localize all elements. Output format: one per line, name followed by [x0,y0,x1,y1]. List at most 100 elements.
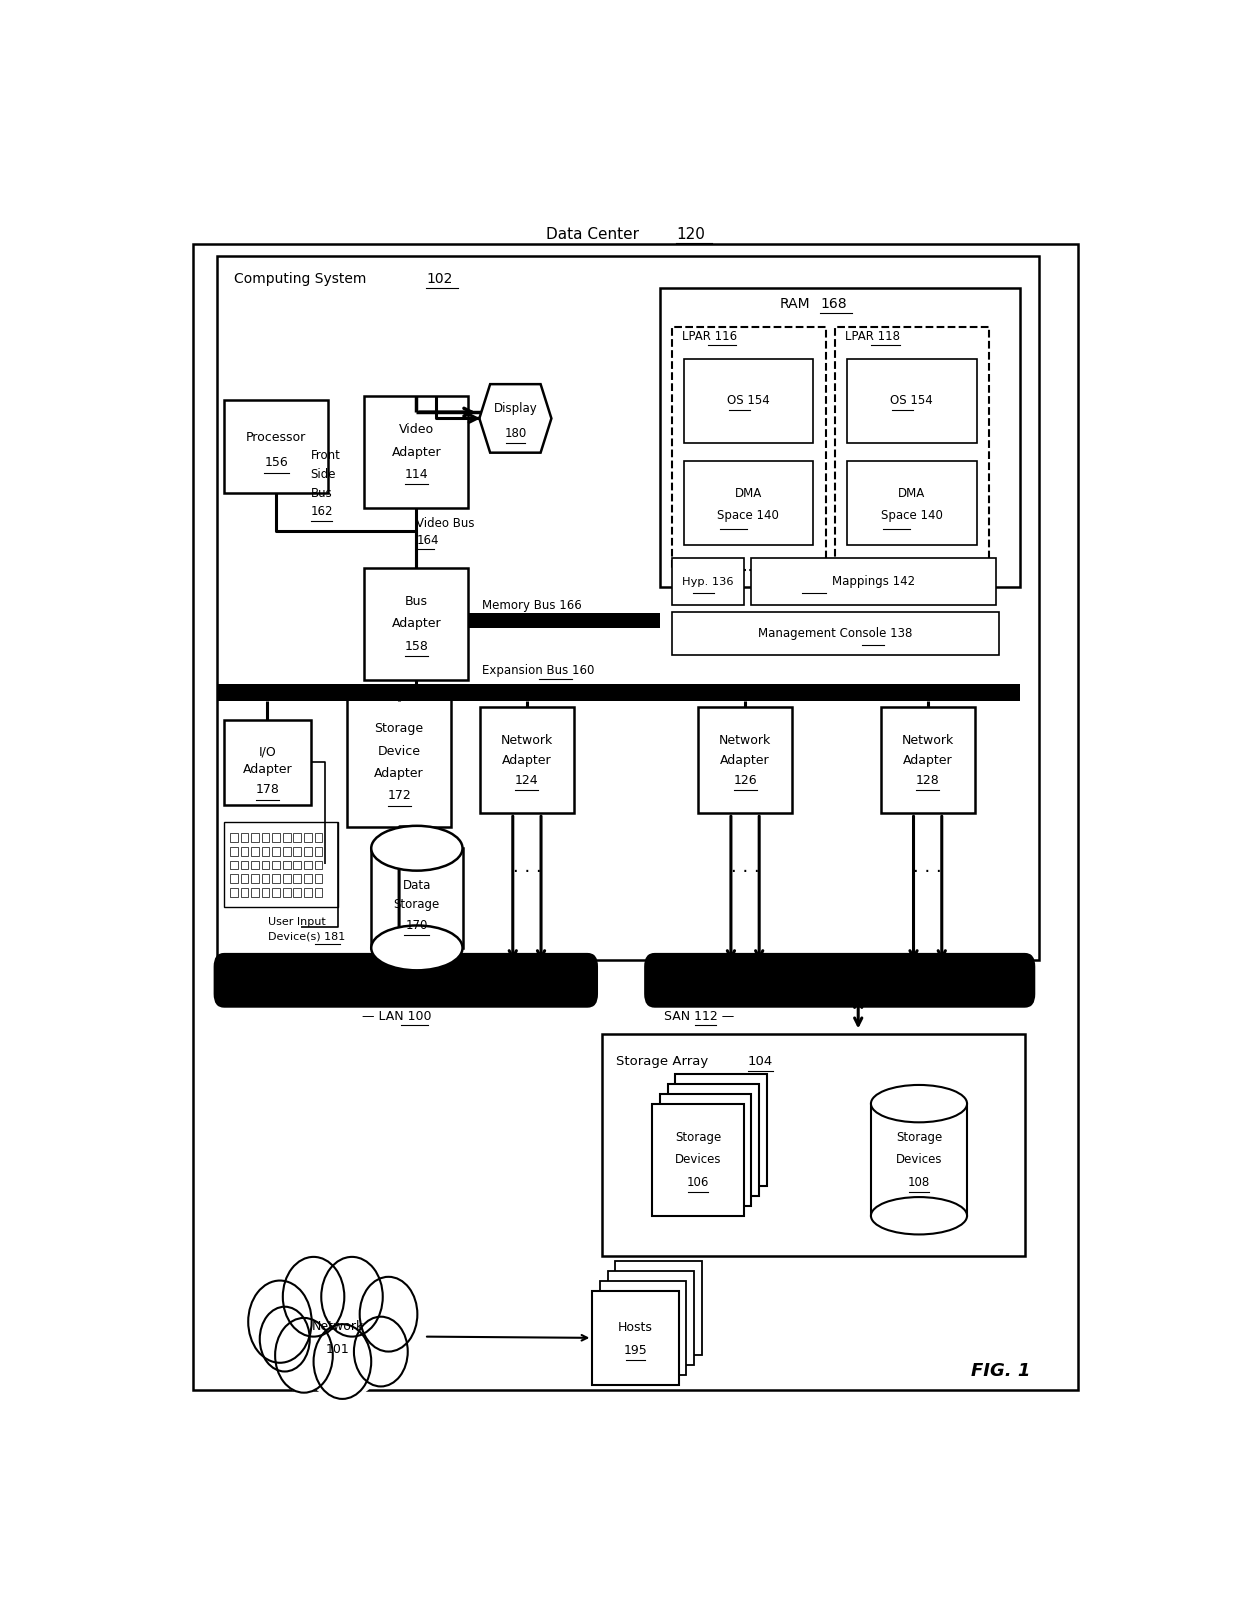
Bar [870,1103,967,1215]
Text: Storage: Storage [374,722,424,735]
Bar [315,888,322,896]
Text: Side: Side [311,468,336,481]
Text: DMA: DMA [898,487,925,500]
Text: Mappings 142: Mappings 142 [832,574,915,587]
Bar [371,848,463,948]
Bar [683,359,813,443]
Text: 128: 128 [916,773,940,786]
Bar [365,396,469,508]
Bar [615,1262,702,1354]
Bar [262,833,269,841]
Bar [652,1103,744,1215]
Bar [250,874,259,883]
Bar [294,888,301,896]
Circle shape [259,1307,310,1372]
Text: Space 140: Space 140 [880,510,942,523]
Text: Device: Device [378,744,420,757]
Bar [480,707,574,814]
Text: 156: 156 [264,456,288,469]
Text: Storage: Storage [895,1131,942,1144]
Bar [229,874,238,883]
Bar [672,327,826,571]
Text: OS 154: OS 154 [890,395,934,408]
Text: Adapter: Adapter [903,754,952,767]
Bar [601,1034,1024,1256]
Text: 172: 172 [387,790,410,803]
Ellipse shape [870,1197,967,1235]
Bar [241,861,248,869]
Bar [294,846,301,856]
Bar [273,888,280,896]
Text: Adapter: Adapter [243,764,293,777]
Bar [283,833,290,841]
Bar [273,861,280,869]
Bar [469,613,660,628]
Text: 164: 164 [417,534,439,547]
Text: 170: 170 [405,919,428,932]
Bar [229,846,238,856]
Bar [250,861,259,869]
Bar [224,822,337,906]
Bar [672,612,998,655]
Text: 101: 101 [326,1343,350,1356]
Text: Adapter: Adapter [374,767,424,780]
Text: 162: 162 [311,505,334,518]
Bar [304,888,311,896]
Text: Adapter: Adapter [392,445,441,458]
Text: Display: Display [494,401,537,414]
Text: 104: 104 [748,1055,774,1068]
Text: 120: 120 [676,227,704,241]
Bar [273,846,280,856]
Bar [365,568,469,680]
Bar [229,833,238,841]
Bar [698,707,792,814]
Ellipse shape [870,1086,967,1123]
Text: Bus: Bus [405,595,428,608]
Text: 106: 106 [687,1176,709,1189]
Text: Device(s) 181: Device(s) 181 [268,932,346,942]
Text: RAM: RAM [780,296,810,311]
Bar [250,833,259,841]
Bar [262,888,269,896]
Bar [593,1291,678,1385]
Bar [315,861,322,869]
Text: Processor: Processor [246,432,306,445]
Bar [315,846,322,856]
Bar [262,846,269,856]
Text: Devices: Devices [895,1154,942,1167]
Text: DMA: DMA [735,487,763,500]
Bar [229,861,238,869]
Text: 126: 126 [733,773,756,786]
Bar [600,1281,687,1375]
Bar [283,846,290,856]
Text: . . .: . . . [730,858,759,875]
Text: Expansion Bus 160: Expansion Bus 160 [481,663,594,676]
Bar [608,1272,694,1364]
Circle shape [275,1319,332,1393]
Bar [304,833,311,841]
Bar [283,874,290,883]
Ellipse shape [371,825,463,870]
Text: . . .: . . . [512,858,542,875]
Bar [229,888,238,896]
Bar [283,861,290,869]
Text: Bus: Bus [311,487,332,500]
Circle shape [248,1280,311,1362]
Text: 124: 124 [515,773,538,786]
Text: Network: Network [501,735,553,748]
Bar [241,833,248,841]
Bar [660,1094,751,1205]
Text: Hyp. 136: Hyp. 136 [682,576,734,587]
Bar [304,846,311,856]
Text: LPAR 118: LPAR 118 [844,330,900,343]
Text: I/O: I/O [259,746,277,759]
Text: OS 154: OS 154 [727,395,770,408]
Text: 114: 114 [404,468,428,481]
Text: 158: 158 [404,639,428,654]
Text: Network: Network [719,735,771,748]
Circle shape [294,1275,391,1400]
Text: Memory Bus 166: Memory Bus 166 [481,599,582,612]
Text: User Input: User Input [268,917,326,927]
Text: Computing System: Computing System [234,272,366,286]
Text: Adapter: Adapter [502,754,552,767]
